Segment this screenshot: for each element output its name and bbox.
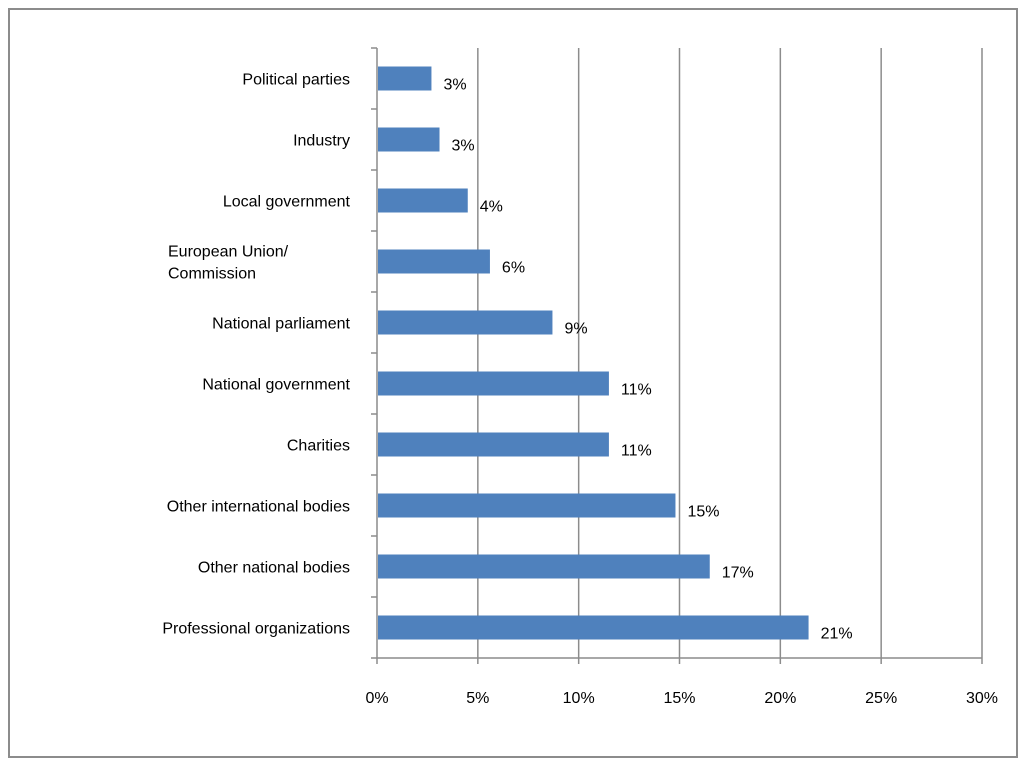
x-tick-label: 10% [563, 690, 595, 707]
x-tick-label: 30% [966, 690, 998, 707]
x-tick-label: 15% [663, 690, 695, 707]
x-tick-label: 20% [764, 690, 796, 707]
category-label: Local government [223, 194, 351, 211]
category-label: Charities [287, 438, 350, 455]
bar [378, 188, 468, 213]
category-label: Professional organizations [162, 621, 350, 638]
data-label: 3% [452, 138, 475, 155]
data-label: 15% [687, 504, 719, 521]
bar [378, 615, 809, 640]
x-tick-label: 5% [466, 690, 489, 707]
axes [371, 47, 983, 664]
data-label: 21% [821, 626, 853, 643]
category-label: Other international bodies [167, 499, 350, 516]
x-tick-label: 0% [365, 690, 388, 707]
x-tick-label: 25% [865, 690, 897, 707]
data-label: 3% [443, 77, 466, 94]
data-label: 11% [621, 382, 652, 399]
data-label: 17% [722, 565, 754, 582]
bar [378, 127, 440, 152]
bar [378, 310, 553, 335]
data-label: 9% [564, 321, 587, 338]
data-label: 6% [502, 260, 525, 277]
bars [378, 66, 809, 640]
bar [378, 66, 432, 91]
category-label: Industry [293, 133, 350, 150]
bar [378, 249, 490, 274]
data-label: 11% [621, 443, 652, 460]
labels: 0% 5% 10% 15% 20% 25% 30% Political parties 3% In… [162, 72, 998, 708]
category-label: National government [202, 377, 350, 394]
category-label: Political parties [242, 72, 350, 89]
category-label: European Union/Commission [168, 244, 289, 283]
bar [378, 371, 609, 396]
data-label: 4% [480, 199, 503, 216]
category-label: National parliament [212, 316, 350, 333]
bar [378, 493, 676, 518]
bar [378, 554, 710, 579]
category-label: Other national bodies [198, 560, 350, 577]
bar [378, 432, 609, 457]
